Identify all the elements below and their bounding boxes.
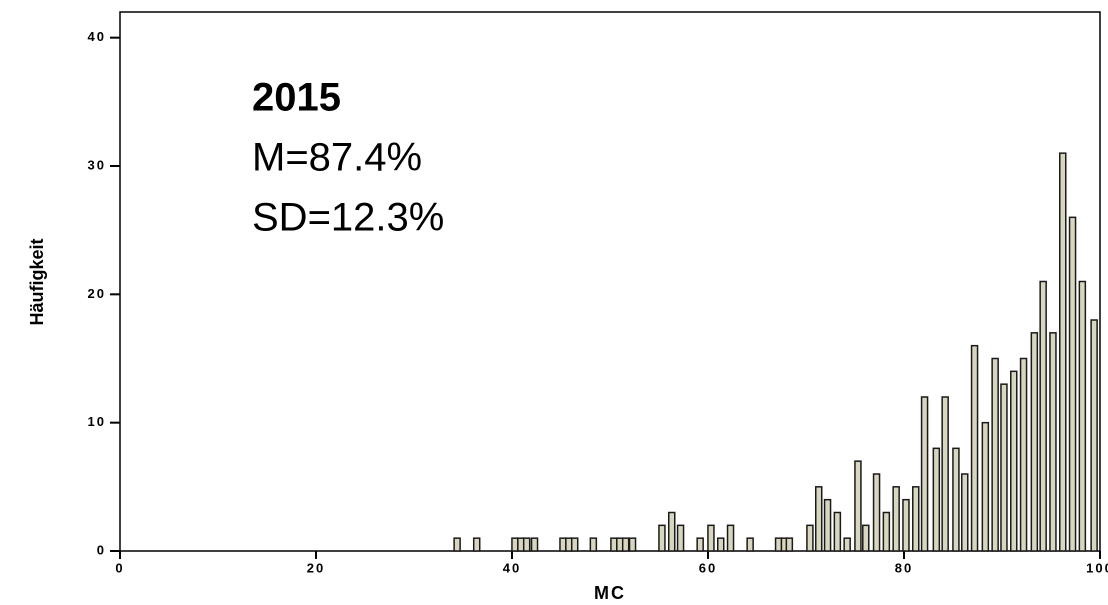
x-tick-label: 20 bbox=[307, 560, 325, 575]
bar bbox=[892, 486, 900, 552]
y-tick-label: 40 bbox=[88, 29, 106, 44]
bar bbox=[453, 537, 461, 552]
bar bbox=[952, 447, 960, 552]
bar bbox=[1000, 383, 1008, 552]
bar bbox=[1068, 216, 1077, 552]
bar bbox=[854, 460, 862, 552]
bar bbox=[843, 537, 851, 552]
bar bbox=[920, 396, 929, 552]
y-tick-label: 10 bbox=[88, 414, 106, 429]
y-axis-label: Häufigkeit bbox=[27, 238, 47, 325]
x-tick-label: 80 bbox=[895, 560, 913, 575]
bar bbox=[559, 537, 567, 552]
bar bbox=[746, 537, 754, 552]
y-tick-label: 20 bbox=[88, 286, 106, 301]
bar bbox=[610, 537, 618, 552]
bar bbox=[522, 537, 531, 552]
bar bbox=[530, 537, 539, 552]
bar bbox=[621, 537, 630, 552]
bar bbox=[1059, 152, 1067, 552]
bar bbox=[1030, 332, 1039, 552]
bar bbox=[961, 473, 969, 552]
bar bbox=[814, 486, 823, 552]
bar bbox=[1039, 280, 1047, 552]
bar bbox=[941, 396, 949, 552]
annotation: 2015 bbox=[252, 76, 341, 120]
x-tick-label: 60 bbox=[699, 560, 717, 575]
bar bbox=[1078, 280, 1087, 552]
bar bbox=[716, 537, 725, 552]
bar bbox=[970, 344, 979, 552]
bar bbox=[1019, 357, 1028, 552]
bar bbox=[696, 537, 704, 552]
annotation: SD=12.3% bbox=[252, 196, 444, 240]
bar bbox=[882, 511, 891, 552]
y-tick-label: 30 bbox=[88, 157, 106, 172]
bar bbox=[667, 511, 676, 552]
bar bbox=[981, 421, 990, 552]
bar bbox=[902, 498, 910, 552]
bar bbox=[785, 537, 794, 552]
bar bbox=[823, 498, 832, 552]
bar bbox=[1090, 319, 1098, 552]
bar bbox=[707, 524, 715, 552]
x-tick-label: 100 bbox=[1086, 560, 1108, 575]
bar bbox=[676, 524, 685, 552]
plot-frame bbox=[119, 11, 1101, 552]
annotation: M=87.4% bbox=[252, 136, 422, 180]
y-tick-label: 0 bbox=[97, 542, 106, 557]
bar bbox=[1010, 370, 1018, 552]
bar bbox=[774, 537, 783, 552]
bar bbox=[806, 524, 814, 552]
x-axis-label: MC bbox=[594, 583, 626, 603]
bar bbox=[862, 524, 870, 552]
bar bbox=[932, 447, 941, 552]
bar bbox=[991, 357, 999, 552]
bar bbox=[616, 537, 624, 552]
bar bbox=[565, 537, 573, 552]
bar bbox=[726, 524, 735, 552]
bar bbox=[833, 511, 842, 552]
bar bbox=[628, 537, 637, 552]
x-tick-label: 40 bbox=[503, 560, 521, 575]
bar bbox=[570, 537, 579, 552]
bar bbox=[872, 473, 881, 552]
bar bbox=[1049, 332, 1057, 552]
bar bbox=[589, 537, 598, 552]
bar bbox=[472, 537, 481, 552]
bar bbox=[658, 524, 666, 552]
bar bbox=[912, 486, 920, 552]
x-tick-label: 0 bbox=[115, 560, 124, 575]
bar bbox=[517, 537, 525, 552]
bar bbox=[511, 537, 519, 552]
